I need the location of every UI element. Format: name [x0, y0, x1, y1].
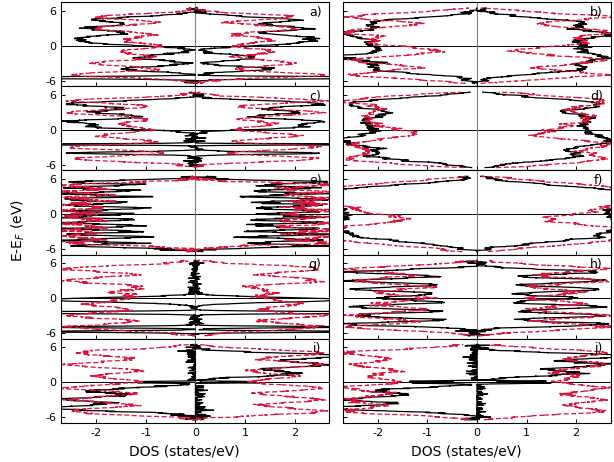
Text: a): a): [309, 6, 321, 18]
Text: h): h): [590, 258, 603, 271]
Text: DOS (states/eV): DOS (states/eV): [411, 444, 522, 458]
Text: e): e): [309, 174, 321, 187]
Text: b): b): [590, 6, 603, 18]
Text: d): d): [590, 90, 603, 103]
Text: i): i): [313, 342, 321, 355]
Text: j): j): [594, 342, 603, 355]
Text: f): f): [594, 174, 603, 187]
Text: c): c): [309, 90, 321, 103]
Text: g): g): [309, 258, 321, 271]
Text: DOS (states/eV): DOS (states/eV): [129, 444, 239, 458]
Text: E-E$_F$ (eV): E-E$_F$ (eV): [9, 200, 26, 262]
